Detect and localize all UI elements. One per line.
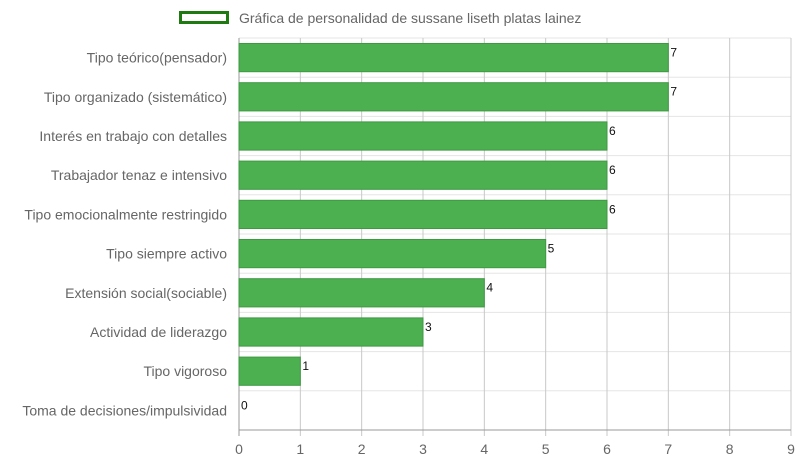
data-label: 6 [609,163,616,177]
bar [238,238,547,269]
data-label: 3 [425,320,432,334]
x-tick-label: 9 [787,441,795,457]
y-category-label: Trabajador tenaz e intensivo [51,167,227,183]
bar [238,199,608,230]
legend-label: Gráfica de personalidad de sussane liset… [239,10,582,26]
bar [238,121,608,151]
data-label: 4 [486,281,493,295]
legend[interactable]: Gráfica de personalidad de sussane liset… [0,8,798,30]
x-tick-label: 4 [480,441,488,457]
bar [238,42,669,73]
legend-swatch [179,11,229,24]
x-tick-label: 5 [542,441,550,457]
bar [238,160,608,190]
x-tick-label: 8 [726,441,734,457]
x-tick-label: 1 [296,441,304,457]
y-category-label: Tipo siempre activo [106,246,227,262]
data-label: 6 [609,124,616,138]
data-label: 1 [302,359,309,373]
y-category-label: Toma de decisiones/impulsividad [22,402,227,418]
x-tick-label: 7 [664,441,672,457]
y-category-label: Extensión social(sociable) [65,285,227,301]
data-label: 7 [670,45,677,59]
bar [238,278,485,308]
bar [238,82,669,112]
x-tick-label: 3 [419,441,427,457]
bar [238,356,301,386]
data-label: 6 [609,202,616,216]
y-category-label: Tipo emocionalmente restringido [24,206,227,222]
y-category-label: Tipo vigoroso [143,363,227,379]
y-category-label: Actividad de liderazgo [90,324,227,340]
data-label: 0 [241,398,248,412]
x-tick-label: 2 [358,441,366,457]
y-category-label: Interés en trabajo con detalles [39,128,227,144]
x-tick-label: 0 [235,441,243,457]
x-tick-label: 6 [603,441,611,457]
y-category-label: Tipo organizado (sistemático) [44,89,227,105]
bar [238,317,424,347]
data-label: 7 [670,85,677,99]
data-label: 5 [548,241,555,255]
y-category-label: Tipo teórico(pensador) [87,50,227,66]
